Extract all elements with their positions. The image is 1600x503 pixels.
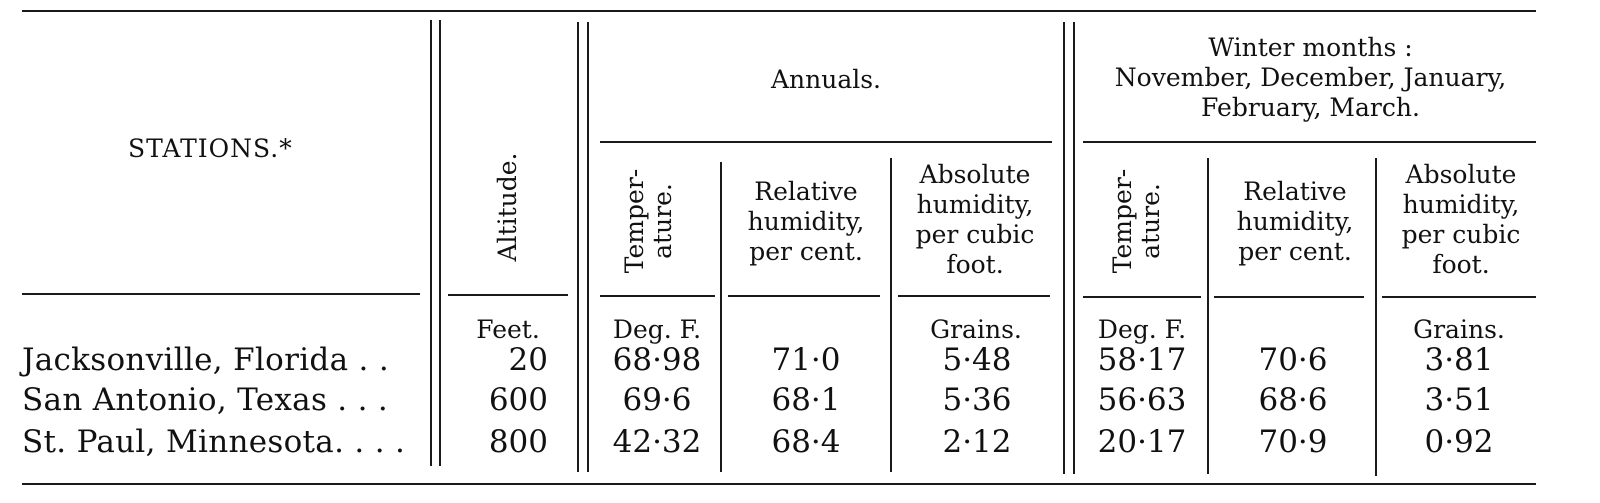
annual-temperature-header-line2: ature. (648, 183, 677, 259)
header-rule-a-temp (600, 295, 715, 297)
winter-absolute-humidity-unit: Grains. (1413, 315, 1505, 344)
annual-relative-humidity-value: 68·4 (771, 424, 841, 460)
header-rule-w-temp (1083, 296, 1201, 298)
winter-relative-humidity-value: 70·9 (1258, 424, 1328, 460)
bottom-rule (22, 483, 1536, 485)
winter-absolute-humidity-value: 3·81 (1424, 342, 1494, 378)
divider-stations-2 (439, 20, 441, 466)
annual-absolute-humidity-value: 5·48 (942, 342, 1012, 378)
annual-temperature-header-line1: Temper- (620, 168, 649, 274)
annual-absolute-humidity-unit: Grains. (930, 315, 1022, 344)
winter-temperature-header-line1: Temper- (1108, 168, 1137, 274)
divider-a-rel (890, 158, 892, 472)
header-rule-w-abs (1382, 296, 1536, 298)
altitude-header: Altitude. (493, 152, 522, 262)
header-rule-a-rel (728, 295, 880, 297)
winter-temperature-unit: Deg. F. (1097, 315, 1187, 344)
divider-a-temp (720, 162, 722, 472)
annual-absolute-humidity-value: 2·12 (942, 424, 1012, 460)
annual-temperature-header: Temper- ature. (620, 161, 677, 281)
top-rule (22, 10, 1536, 12)
winter-absolute-humidity-header: Absolute humidity, per cubic foot. (1401, 160, 1521, 279)
station-name: St. Paul, Minnesota. . . . (22, 424, 406, 460)
altitude-value: 20 (508, 342, 548, 378)
winter-header-line2: November, December, January, (1114, 63, 1507, 92)
annual-absolute-humidity-value: 5·36 (942, 382, 1012, 418)
station-name: San Antonio, Texas . . . (22, 382, 389, 418)
annual-temperature-value: 68·98 (612, 342, 702, 378)
winter-header-line3: February, March. (1201, 93, 1420, 122)
header-rule-a-abs (898, 295, 1050, 297)
stations-header: STATIONS.* (128, 134, 293, 163)
annual-absolute-humidity-header: Absolute humidity, per cubic foot. (915, 160, 1035, 279)
header-rule-altitude (448, 294, 568, 296)
winter-underline (1083, 141, 1536, 143)
header-rule-stations (22, 293, 420, 295)
winter-temperature-value: 58·17 (1097, 342, 1187, 378)
winter-temperature-header-line2: ature. (1136, 183, 1165, 259)
winter-temperature-header: Temper- ature. (1108, 161, 1165, 281)
annuals-header: Annuals. (770, 65, 882, 94)
winter-relative-humidity-value: 68·6 (1258, 382, 1328, 418)
winter-header: Winter months : November, December, Janu… (1083, 33, 1538, 123)
winter-temperature-value: 56·63 (1097, 382, 1187, 418)
divider-winter-2 (1073, 22, 1075, 474)
annual-temperature-value: 69·6 (622, 382, 692, 418)
divider-altitude-2 (587, 22, 589, 472)
altitude-value: 800 (488, 424, 548, 460)
divider-stations-1 (430, 20, 432, 466)
winter-absolute-humidity-value: 0·92 (1424, 424, 1494, 460)
divider-w-rel (1375, 158, 1377, 476)
winter-temperature-value: 20·17 (1097, 424, 1187, 460)
winter-header-line1: Winter months : (1208, 33, 1413, 62)
annual-temperature-value: 42·32 (612, 424, 702, 460)
winter-absolute-humidity-value: 3·51 (1424, 382, 1494, 418)
altitude-unit: Feet. (476, 315, 540, 344)
station-name: Jacksonville, Florida . . (22, 342, 389, 378)
annual-temperature-unit: Deg. F. (612, 315, 702, 344)
annual-relative-humidity-value: 68·1 (771, 382, 841, 418)
annuals-underline (600, 141, 1052, 143)
annual-relative-humidity-header: Relative humidity, per cent. (747, 177, 865, 266)
divider-altitude-1 (577, 22, 579, 472)
winter-relative-humidity-header: Relative humidity, per cent. (1236, 177, 1354, 266)
header-rule-w-rel (1214, 296, 1364, 298)
annual-relative-humidity-value: 71·0 (771, 342, 841, 378)
altitude-value: 600 (488, 382, 548, 418)
winter-relative-humidity-value: 70·6 (1258, 342, 1328, 378)
divider-w-temp (1207, 158, 1209, 474)
divider-winter-1 (1063, 22, 1065, 474)
